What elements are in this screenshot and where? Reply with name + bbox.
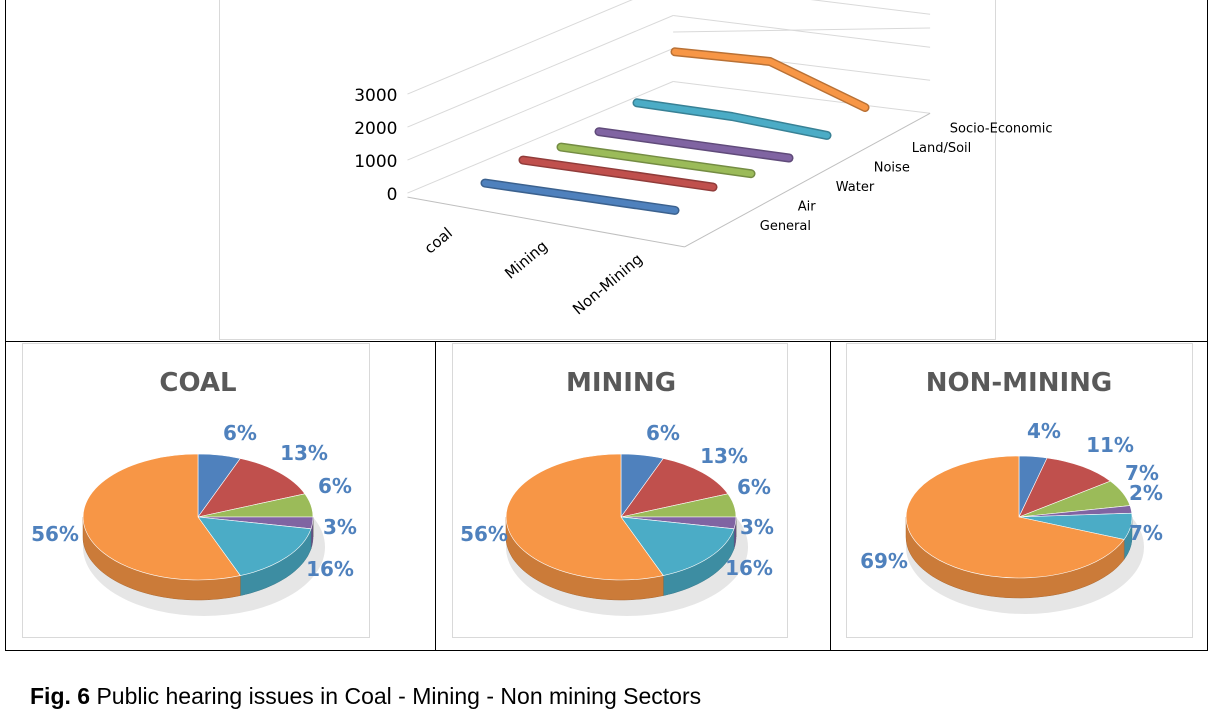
series-axis-label: Noise <box>874 160 910 175</box>
pie-slice <box>505 453 664 581</box>
category-tick-label: Mining <box>501 237 551 283</box>
y-tick-label: 3000 <box>354 86 397 106</box>
pie-slice <box>620 458 729 518</box>
pie-slice <box>197 458 306 518</box>
pie-slice <box>197 516 312 576</box>
pie-data-label: 2% <box>1129 481 1163 505</box>
pie-title: NON-MINING <box>926 368 1113 398</box>
side-grid-line <box>407 15 674 128</box>
pie-data-label: 56% <box>460 522 508 546</box>
series-line-water <box>558 144 754 177</box>
pie-data-label: 4% <box>1027 419 1061 443</box>
pie-data-label: 69% <box>860 549 908 573</box>
pie-data-label: 3% <box>740 515 774 539</box>
back-grid-line <box>810 0 931 15</box>
pie-data-label: 16% <box>306 557 354 581</box>
series-line-air <box>520 157 716 191</box>
floor-edge <box>684 112 931 248</box>
pie-data-label: 3% <box>323 515 357 539</box>
series-axis-label: Land/Soil <box>912 141 972 156</box>
y-tick-label: 1000 <box>354 152 397 172</box>
back-grid-line <box>673 15 931 48</box>
series-axis-label: Air <box>798 199 817 214</box>
pie-data-label: 13% <box>700 444 748 468</box>
series-line-general <box>482 180 678 214</box>
pie-data-label: 7% <box>1125 461 1159 485</box>
side-grid-line <box>407 48 674 161</box>
category-tick-label: Non-Mining <box>569 250 646 319</box>
side-grid-line <box>407 0 633 95</box>
figure-caption-text: Public hearing issues in Coal - Mining -… <box>96 683 702 709</box>
y-tick-label: 2000 <box>354 119 397 139</box>
floor-edge <box>407 196 685 248</box>
y-tick-label: 0 <box>387 185 398 205</box>
pie-data-label: 56% <box>31 522 79 546</box>
pie-data-label: 13% <box>280 441 328 465</box>
pie-title: MINING <box>566 368 676 398</box>
series-line-socio-economic <box>672 48 868 111</box>
series-axis-label: Socio-Economic <box>950 121 1053 136</box>
pie-data-label: 7% <box>1129 521 1163 545</box>
category-tick-label: coal <box>421 224 456 258</box>
pie-slice <box>82 453 241 581</box>
figure-number: Fig. 6 <box>30 683 91 709</box>
figure-caption: Fig. 6 Public hearing issues in Coal - M… <box>30 683 701 710</box>
pie-data-label: 11% <box>1086 433 1134 457</box>
series-axis-label: General <box>760 219 811 234</box>
pie-chart-coal: COAL 6% 13% 6% 3% 16% 56% <box>31 368 357 616</box>
pie-data-label: 16% <box>725 556 773 580</box>
side-grid-line <box>407 81 674 194</box>
pie-data-label: 6% <box>737 475 771 499</box>
back-grid-line <box>673 81 931 114</box>
pie-data-label: 6% <box>646 421 680 445</box>
series-axis-label: Water <box>836 180 875 195</box>
series-line-land-soil <box>634 99 830 139</box>
back-grid-line <box>673 27 931 33</box>
pie-chart-mining: MINING 6% 13% 6% 3% 16% 56% <box>460 368 774 616</box>
pie-data-label: 6% <box>318 474 352 498</box>
series-line-noise <box>596 128 792 161</box>
pie-slice <box>905 455 1125 579</box>
pie-slice <box>1018 457 1112 518</box>
line-chart: 0 1000 2000 3000 Socio-Economic Land/SoilNois… <box>354 0 1053 319</box>
pie-frame-non-mining <box>830 341 1208 651</box>
pie-title: COAL <box>159 368 236 398</box>
pie-data-label: 6% <box>223 421 257 445</box>
pie-slice <box>620 516 735 576</box>
